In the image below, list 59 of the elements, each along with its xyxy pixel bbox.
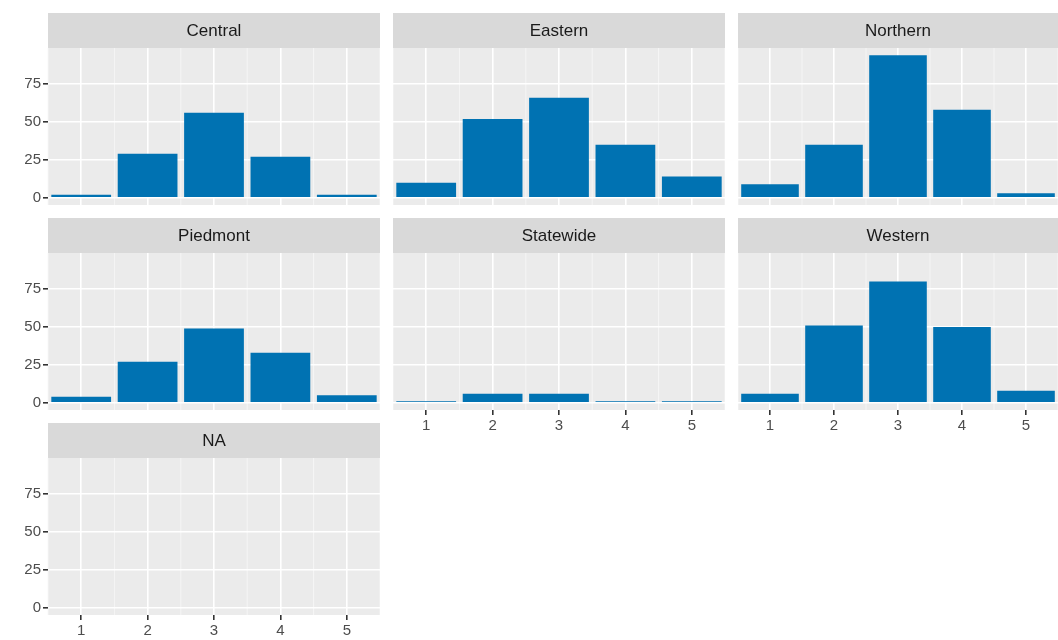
bar	[117, 361, 178, 403]
chart-title: Western	[738, 218, 1058, 253]
bar	[316, 395, 377, 403]
chart-title: Statewide	[393, 218, 725, 253]
chart-title: Northern	[738, 13, 1058, 48]
x-tick-label: 3	[554, 416, 564, 434]
x-tick-label: 2	[829, 416, 839, 434]
bar	[316, 194, 377, 198]
chart-title: NA	[48, 423, 380, 458]
y-tick-label: 75	[24, 484, 41, 502]
bar	[741, 184, 799, 198]
y-tick-label: 0	[32, 598, 41, 615]
y-tick-label: 50	[24, 317, 41, 335]
x-tick-label: 3	[893, 416, 903, 434]
chart-title: Central	[48, 13, 380, 48]
y-tick-label: 50	[24, 522, 41, 540]
bar	[250, 156, 311, 198]
bar	[933, 326, 991, 403]
x-tick-label: 5	[342, 621, 351, 639]
y-tick-label: 0	[32, 393, 41, 410]
y-tick-label: 25	[24, 355, 41, 373]
bar	[529, 97, 589, 198]
bar	[117, 153, 178, 198]
y-tick-label: 0	[32, 188, 41, 205]
x-tick-label: 2	[488, 416, 497, 434]
x-tick-label: 4	[621, 416, 630, 434]
x-tick-label: 5	[687, 416, 696, 434]
bar	[184, 112, 244, 198]
bar	[741, 393, 799, 403]
y-tick-label: 25	[24, 150, 41, 168]
bar	[396, 182, 457, 198]
x-tick-label: 1	[422, 416, 431, 434]
x-tick-label: 1	[77, 621, 86, 639]
bar	[869, 55, 927, 198]
x-tick-label: 1	[765, 416, 775, 434]
x-tick-label: 5	[1021, 416, 1031, 434]
x-tick-label: 4	[276, 621, 285, 639]
bar	[869, 281, 927, 403]
x-tick-label: 3	[209, 621, 219, 639]
bar	[184, 328, 244, 403]
bar	[997, 390, 1055, 403]
chart-title: Eastern	[393, 13, 725, 48]
y-tick-label: 75	[24, 74, 41, 92]
bar	[51, 194, 112, 198]
bar	[595, 144, 656, 198]
bar	[661, 176, 722, 198]
bar	[805, 325, 863, 403]
bar	[933, 109, 991, 198]
bar	[997, 193, 1055, 198]
y-tick-label: 50	[24, 112, 41, 130]
bar	[805, 144, 863, 198]
x-tick-label: 2	[143, 621, 152, 639]
y-tick-label: 75	[24, 279, 41, 297]
chart-title: Piedmont	[48, 218, 380, 253]
bar	[462, 118, 523, 198]
bar	[51, 396, 112, 403]
bar	[250, 352, 311, 403]
y-tick-label: 25	[24, 560, 41, 578]
x-tick-label: 4	[957, 416, 967, 434]
